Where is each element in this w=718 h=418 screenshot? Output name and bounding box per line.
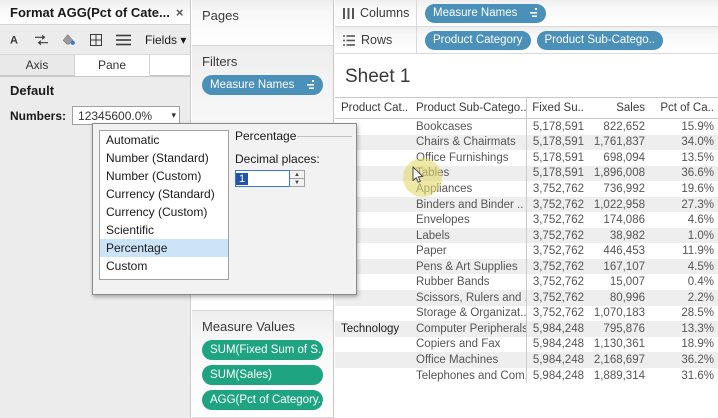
svg-text:A: A bbox=[10, 35, 18, 46]
